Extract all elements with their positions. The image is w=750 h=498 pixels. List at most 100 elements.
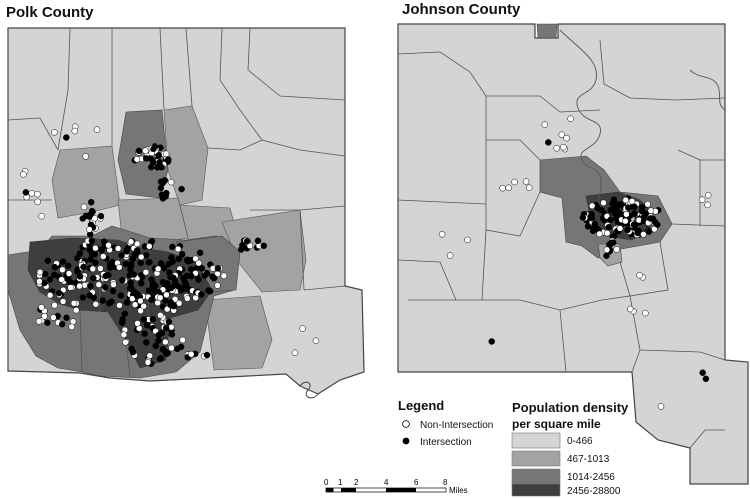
- non-intersection-point: [92, 301, 100, 308]
- polk-county-title: Polk County: [6, 4, 94, 21]
- non-intersection-point: [642, 309, 649, 317]
- non-intersection-point: [163, 291, 170, 299]
- intersection-point: [612, 211, 620, 218]
- non-intersection-point: [588, 202, 596, 210]
- non-intersection-point: [214, 282, 221, 289]
- intersection-point: [607, 216, 614, 223]
- intersection-point: [645, 228, 653, 235]
- non-intersection-point: [137, 253, 145, 261]
- non-intersection-point: [38, 212, 45, 220]
- non-intersection-point: [657, 403, 665, 410]
- intersection-point: [177, 343, 185, 351]
- non-intersection-point: [34, 198, 41, 206]
- non-intersection-point: [35, 318, 43, 325]
- non-intersection-point: [698, 196, 706, 203]
- intersection-point: [143, 339, 150, 346]
- intersection-point: [169, 258, 176, 265]
- scale-tick: 0: [324, 478, 329, 487]
- intersection-point: [182, 281, 190, 288]
- intersection-point: [165, 285, 172, 292]
- density-label-3: 2456-28800: [567, 486, 621, 497]
- non-intersection-point: [51, 301, 58, 309]
- johnson-tract: [536, 23, 558, 39]
- polk-county-map: Polk County: [6, 4, 365, 399]
- intersection-point: [144, 322, 151, 329]
- non-intersection-point: [651, 225, 658, 233]
- intersection-point: [188, 272, 195, 280]
- non-intersection-point: [626, 305, 634, 313]
- density-label-0: 0-466: [567, 436, 593, 447]
- intersection-point: [133, 247, 141, 254]
- intersection-point: [196, 249, 204, 257]
- intersection-symbol: [402, 437, 410, 445]
- intersection-point: [148, 237, 156, 245]
- non-intersection-point: [70, 300, 78, 307]
- legend-title: Legend: [398, 398, 444, 413]
- non-intersection-point: [127, 238, 135, 245]
- intersection-point: [80, 263, 87, 271]
- intersection-point: [214, 265, 222, 272]
- non-intersection-point: [122, 339, 129, 346]
- non-intersection-point: [133, 156, 141, 163]
- intersection-point: [588, 214, 596, 222]
- intersection-point: [178, 185, 185, 193]
- intersection-point: [158, 163, 165, 171]
- intersection-point: [198, 291, 205, 298]
- non-intersection-point: [246, 242, 254, 250]
- intersection-point: [109, 287, 117, 295]
- non-intersection-point: [51, 129, 58, 136]
- intersection-point: [158, 191, 166, 199]
- non-intersection-point: [220, 272, 228, 280]
- intersection-point: [100, 238, 108, 245]
- non-intersection-point: [71, 127, 79, 135]
- intersection-point: [155, 331, 162, 339]
- intersection-point: [175, 255, 182, 263]
- non-intersection-point: [167, 178, 175, 186]
- intersection-point: [147, 163, 155, 171]
- intersection-point: [149, 280, 157, 287]
- non-intersection-point: [644, 200, 651, 208]
- non-intersection-point: [120, 331, 128, 338]
- intersection-point: [178, 250, 186, 258]
- johnson-county-title: Johnson County: [402, 1, 521, 18]
- intersection-point: [76, 273, 84, 280]
- intersection-point: [611, 202, 619, 209]
- non-intersection-point: [541, 121, 549, 128]
- non-intersection-point: [291, 349, 299, 357]
- non-intersection-point: [92, 244, 99, 252]
- non-intersection-point: [563, 134, 570, 142]
- non-intersection-point: [105, 242, 112, 249]
- non-intersection-point: [59, 266, 66, 274]
- intersection-point: [147, 155, 155, 162]
- intersection-point: [130, 271, 138, 278]
- intersection-point: [65, 262, 72, 270]
- non-intersection-point: [640, 231, 647, 238]
- intersection-point: [87, 282, 94, 290]
- intersection-point: [605, 223, 613, 231]
- intersection-point: [79, 294, 87, 301]
- intersection-point: [82, 212, 90, 220]
- non-intersection-point: [175, 300, 183, 307]
- non-intersection-point: [187, 350, 195, 358]
- intersection-point: [118, 252, 125, 259]
- non-intersection-point: [184, 295, 191, 302]
- intersection-point: [206, 287, 214, 295]
- intersection-point: [106, 264, 114, 272]
- intersection-point: [174, 282, 182, 290]
- intersection-point: [598, 207, 605, 214]
- non-intersection-point: [89, 265, 97, 273]
- non-intersection-point: [38, 304, 45, 311]
- non-intersection-point: [133, 240, 141, 248]
- scale-tick: 6: [414, 478, 419, 487]
- intersection-point: [243, 238, 251, 245]
- polk-river: [299, 381, 319, 399]
- intersection-point: [127, 260, 135, 268]
- intersection-point: [630, 221, 638, 228]
- non-intersection-point: [558, 131, 566, 138]
- intersection-point: [119, 276, 126, 284]
- intersection-point: [155, 152, 163, 159]
- non-intersection-point: [522, 178, 530, 185]
- non-intersection-point: [65, 270, 73, 277]
- non-intersection-point: [438, 231, 446, 238]
- intersection-point: [87, 198, 95, 206]
